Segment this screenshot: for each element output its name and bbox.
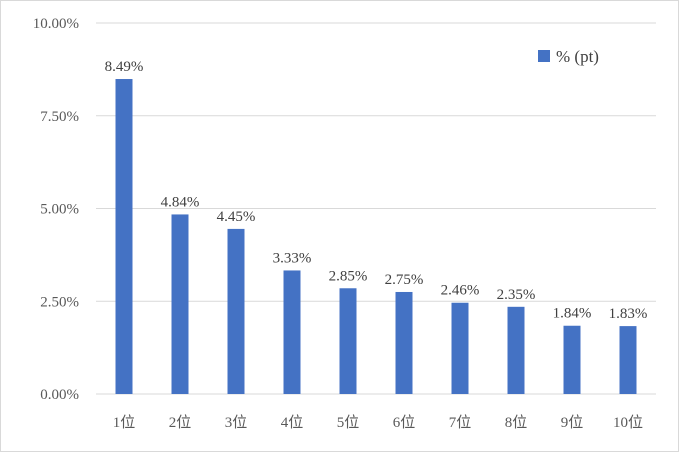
x-tick-label: 1位 [113,414,136,431]
legend-label: % (pt) [556,47,599,66]
y-tick-label: 10.00% [33,16,79,32]
y-axis-tick-labels: 0.00% 2.50% 5.00% 7.50% 10.00% [33,16,79,403]
bar [339,288,357,394]
bar [283,270,301,394]
bar [563,325,581,394]
x-tick-label: 2位 [169,414,192,431]
x-tick-label: 6位 [393,414,416,431]
legend: % (pt) [538,47,599,66]
data-label: 2.35% [497,287,536,303]
x-tick-label: 8位 [505,414,528,431]
x-tick-label: 10位 [613,414,643,431]
data-label: 4.45% [217,209,256,225]
bars [115,79,637,395]
legend-swatch [538,50,550,62]
data-label: 2.75% [385,272,424,288]
x-tick-label: 5位 [337,414,360,431]
bar [115,79,133,395]
data-label: 8.49% [105,59,144,75]
bar [507,306,525,394]
bar [171,214,189,394]
data-label: 1.84% [553,306,592,322]
x-tick-label: 9位 [561,414,584,431]
data-label: 4.84% [161,194,200,210]
x-tick-label: 7位 [449,414,472,431]
y-tick-label: 0.00% [40,387,79,403]
bar [395,291,413,394]
y-tick-label: 7.50% [40,109,79,125]
data-label: 1.83% [609,306,648,322]
x-axis-tick-labels: 1位 2位 3位 4位 5位 6位 7位 8位 9位 10位 [113,414,643,431]
bar [451,302,469,394]
bar [619,326,637,394]
data-label: 3.33% [273,250,312,266]
data-labels: 8.49% 4.84% 4.45% 3.33% 2.85% 2.75% 2.46% 2.35%… [105,59,648,322]
x-tick-label: 4位 [281,414,304,431]
bar [227,228,245,394]
y-tick-label: 5.00% [40,202,79,218]
gridlines [96,22,656,395]
x-tick-label: 3位 [225,414,248,431]
y-tick-label: 2.50% [40,294,79,310]
data-label: 2.85% [329,268,368,284]
data-label: 2.46% [441,283,480,299]
